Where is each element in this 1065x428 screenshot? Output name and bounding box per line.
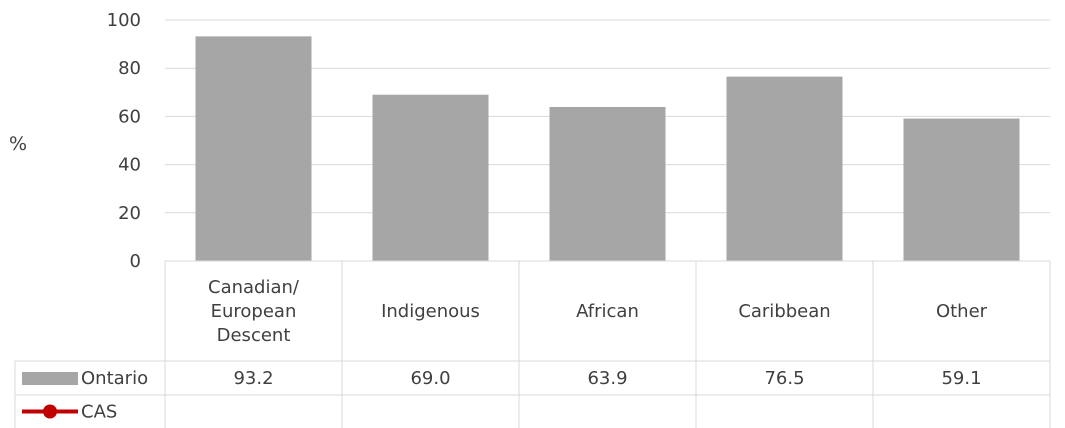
- y-axis-label: %: [9, 133, 27, 155]
- bar-ontario: [372, 94, 489, 262]
- x-category-label: African: [576, 301, 639, 322]
- x-category-label: Indigenous: [381, 301, 480, 322]
- bars-layer: [195, 36, 1020, 262]
- data-table-value: 59.1: [941, 368, 981, 389]
- data-table: Canadian/European Descent Indigenous Africa…: [14, 260, 1051, 428]
- x-category-label: Other: [936, 301, 988, 322]
- data-table-value: 69.0: [410, 368, 450, 389]
- y-tick-label: 80: [118, 58, 141, 79]
- legend-key-ontario: [22, 372, 78, 385]
- bar-ontario: [903, 118, 1020, 261]
- data-table-value: 76.5: [764, 368, 804, 389]
- y-tick-label: 0: [130, 251, 141, 272]
- legend-label-cas: CAS: [81, 402, 117, 423]
- x-category-label: Canadian/European Descent: [208, 277, 300, 346]
- legend-label-ontario: Ontario: [81, 368, 148, 389]
- data-table-value: 93.2: [233, 368, 273, 389]
- y-tick-label: 100: [107, 10, 141, 31]
- y-tick-label: 20: [118, 203, 141, 224]
- legend-marker-cas: [43, 404, 57, 419]
- y-tick-label: 40: [118, 155, 141, 176]
- y-axis: 0 20 40 60 80 100: [107, 10, 141, 272]
- y-tick-label: 60: [118, 106, 141, 127]
- bar-ontario: [726, 76, 843, 261]
- x-category-label: Caribbean: [738, 301, 830, 322]
- bar-ontario: [195, 36, 312, 261]
- bar-ontario: [549, 107, 666, 261]
- data-table-value: 63.9: [587, 368, 627, 389]
